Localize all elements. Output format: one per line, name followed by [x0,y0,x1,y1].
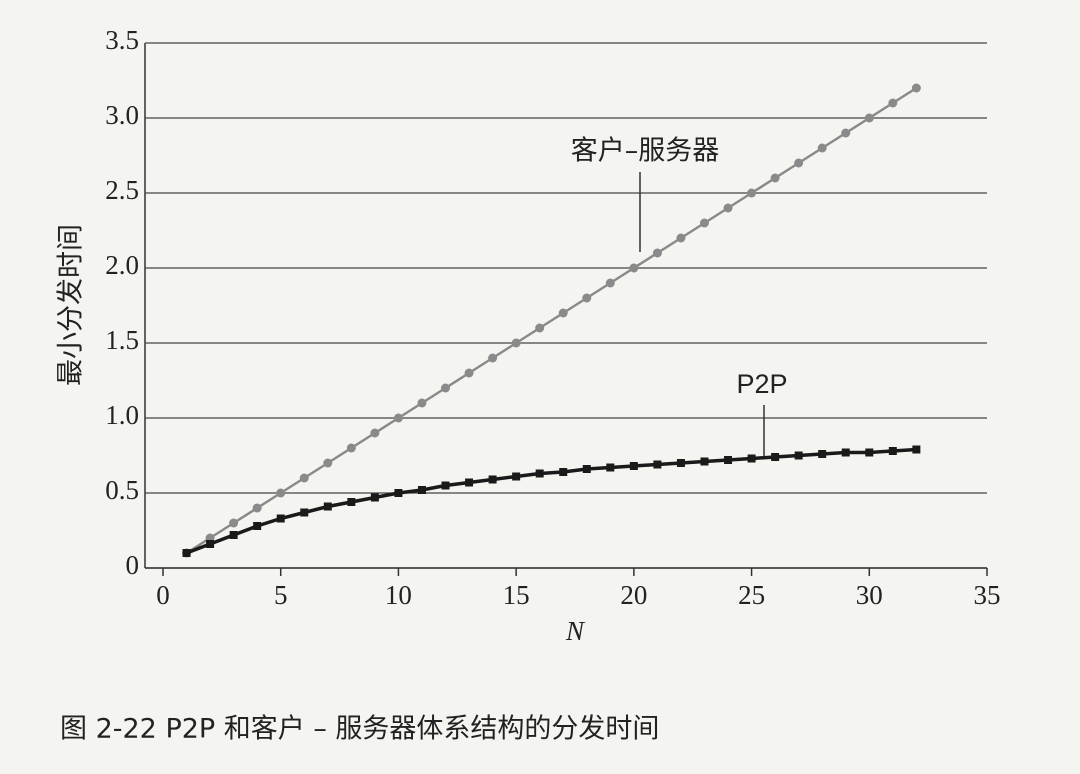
marker [888,447,897,455]
marker [206,540,215,548]
series-line [185,447,917,555]
x-tick-label: 0 [156,580,170,610]
marker [817,143,827,153]
marker [771,453,780,461]
x-tick-label: 25 [738,580,765,610]
x-tick-label: 15 [503,580,530,610]
marker [582,293,592,303]
marker [747,188,757,198]
marker [252,503,262,513]
marker [511,338,521,348]
marker [911,83,921,93]
marker [700,457,709,466]
marker [488,353,498,363]
marker [724,456,733,464]
y-axis-label: 最小分发时间 [56,224,87,386]
y-tick-label: 2.0 [105,250,139,280]
x-tick-label: 5 [274,580,288,610]
y-tick-label: 1.0 [105,400,139,430]
x-tick-label: 20 [620,580,647,610]
marker [417,486,426,494]
marker [699,218,709,228]
y-tick-label: 0.5 [105,475,139,505]
marker [582,465,591,473]
marker [253,522,262,530]
marker [558,308,568,318]
series-label: P2P [736,369,787,399]
marker [841,128,851,138]
marker [441,481,450,490]
marker [535,323,545,333]
y-tick-label: 3.0 [105,100,139,130]
marker [276,488,286,498]
marker [723,203,733,213]
x-tick-label: 35 [974,580,1001,610]
marker [818,450,827,458]
marker [465,478,474,487]
marker [229,531,238,539]
marker [629,263,639,273]
marker [888,98,898,108]
marker [676,459,685,467]
y-tick-label: 1.5 [105,325,139,355]
marker [841,448,850,457]
x-axis-label: N [565,616,586,646]
caption: 图 2-22 P2P 和客户 – 服务器体系结构的分发时间 [60,714,659,745]
marker [299,473,309,483]
x-tick-label: 30 [856,580,883,610]
series-line [185,86,918,555]
marker [652,248,662,258]
marker [182,549,191,557]
marker [417,398,427,408]
marker [676,233,686,243]
y-tick-label: 3.5 [105,25,139,55]
marker [370,428,380,438]
marker [912,445,921,454]
marker [512,472,521,481]
marker [864,113,874,123]
marker [323,458,333,468]
marker [794,451,803,460]
marker [229,518,239,528]
marker [770,173,780,183]
marker [747,454,756,463]
marker [653,460,662,469]
y-tick-label: 2.5 [105,175,139,205]
marker [323,502,332,511]
marker [865,448,874,457]
marker [606,463,615,472]
marker [346,443,356,453]
marker [441,383,451,393]
marker [394,489,403,497]
marker [605,278,615,288]
marker [276,514,285,523]
marker [559,468,568,476]
marker [393,413,403,423]
marker [464,368,474,378]
marker [370,493,379,502]
marker [629,462,638,470]
marker [794,158,804,168]
marker [535,469,544,478]
x-tick-label: 10 [385,580,412,610]
marker [300,508,309,517]
marker [488,475,497,484]
series-label: 客户–服务器 [571,136,720,167]
y-tick-label: 0 [126,550,140,580]
marker [347,498,356,506]
